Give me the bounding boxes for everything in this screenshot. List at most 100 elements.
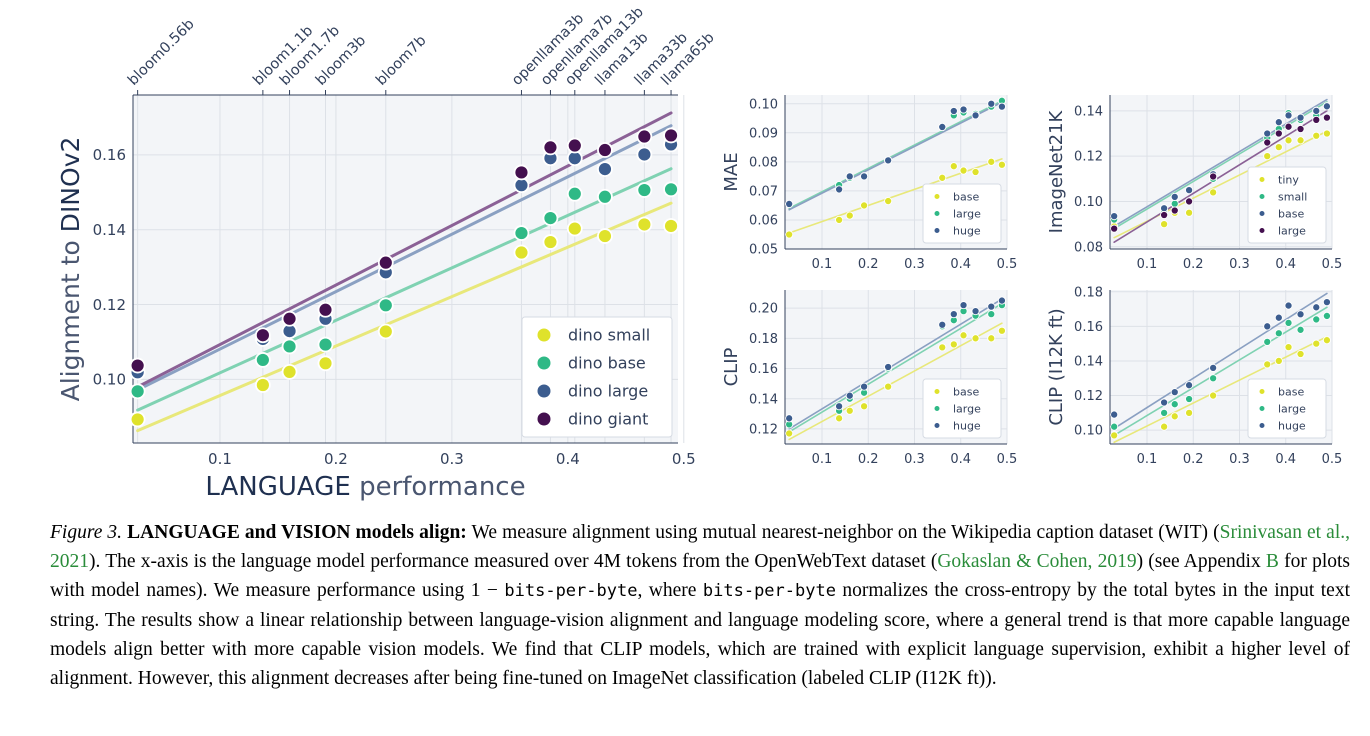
data-point-base	[1312, 339, 1321, 348]
data-point-huge	[1312, 303, 1321, 312]
data-point-huge	[997, 296, 1006, 305]
legend-marker	[1258, 193, 1266, 200]
data-point-tiny	[1274, 143, 1283, 152]
y-tick-label: 0.14	[93, 221, 126, 239]
data-point-large	[1170, 400, 1179, 409]
data-point-large	[1284, 318, 1293, 327]
citation-link[interactable]: Gokaslan & Cohen,	[937, 551, 1093, 572]
data-point-large	[1274, 329, 1283, 338]
x-tick-label: 0.4	[950, 257, 971, 272]
data-point-huge	[987, 302, 996, 311]
x-tick-label: 0.3	[440, 450, 464, 468]
legend-label: huge	[953, 419, 981, 432]
x-tick-label: 0.5	[1322, 257, 1343, 272]
legend-marker	[536, 355, 552, 371]
data-point-huge	[835, 402, 844, 411]
x-tick-label: 0.3	[904, 452, 925, 467]
data-point-large	[1110, 422, 1119, 431]
y-tick-label: 0.10	[1074, 424, 1103, 439]
caption-text: ) (see Appendix	[1136, 551, 1266, 572]
data-point-dino-giant	[566, 137, 583, 154]
top-axis-model-label: bloom0.56b	[125, 16, 198, 89]
legend-label: huge	[1278, 419, 1306, 432]
y-tick-label: 0.16	[1074, 320, 1103, 335]
x-tick-label: 0.3	[1229, 257, 1250, 272]
data-point-dino-small	[281, 364, 298, 380]
data-point-dino-base	[542, 210, 559, 227]
data-point-base	[1274, 356, 1283, 365]
data-point-tiny	[1263, 152, 1272, 161]
data-point-tiny	[1185, 208, 1194, 217]
x-axis-title-strong: LANGUAGE	[205, 472, 350, 502]
figure-label: Figure 3.	[50, 522, 123, 543]
legend-box	[922, 183, 1002, 244]
top-axis-model-label: bloom7b	[373, 33, 429, 89]
x-tick-label: 0.3	[1229, 452, 1250, 467]
legend-label: base	[1278, 207, 1304, 220]
x-tick-label: 0.2	[858, 257, 879, 272]
data-point-huge	[1185, 381, 1194, 390]
legend-box	[521, 316, 673, 438]
legend: base large huge	[1247, 378, 1327, 439]
data-point-dino-large	[636, 146, 653, 163]
data-point-base	[1274, 118, 1283, 127]
data-point-huge	[1160, 398, 1169, 407]
data-point-large	[1110, 224, 1119, 233]
data-point-huge	[785, 199, 794, 209]
legend-label: dino large	[568, 382, 648, 401]
data-point-base	[959, 331, 968, 340]
legend-label: base	[953, 190, 979, 203]
trendline-dino-large	[136, 124, 673, 392]
legend-label: tiny	[1278, 173, 1299, 186]
data-point-tiny	[1160, 220, 1169, 229]
data-point-base	[997, 160, 1006, 169]
data-point-large	[1209, 374, 1218, 383]
data-point-large	[1284, 122, 1293, 131]
y-tick-label: 0.10	[93, 371, 126, 389]
data-point-dino-small	[254, 377, 271, 393]
data-point-base	[949, 340, 958, 349]
y-tick-label: 0.16	[749, 362, 778, 377]
data-point-huge	[1296, 310, 1305, 319]
data-point-base	[997, 326, 1006, 335]
x-tick-label: 0.3	[904, 257, 925, 272]
data-point-dino-base	[566, 185, 583, 202]
data-point-huge	[1170, 388, 1179, 397]
citation-link[interactable]: Srinivasan et al.,	[1219, 522, 1351, 543]
trendline-base	[1113, 98, 1328, 228]
data-point-dino-base	[281, 338, 298, 355]
figure-caption: Figure 3. LANGUAGE and VISION models ali…	[50, 518, 1350, 693]
data-point-base	[785, 230, 794, 239]
y-tick-label: 0.08	[1074, 240, 1103, 255]
data-point-dino-base	[317, 336, 334, 353]
data-point-large	[1160, 408, 1169, 417]
data-point-dino-small	[636, 216, 653, 233]
data-point-dino-giant	[281, 310, 298, 327]
y-tick-label: 0.08	[749, 155, 778, 170]
appendix-link[interactable]: B	[1265, 551, 1279, 572]
data-point-dino-small	[129, 411, 146, 428]
data-point-base	[860, 402, 869, 411]
data-point-base	[845, 406, 854, 415]
citation-year-link[interactable]: 2019	[1097, 551, 1137, 572]
caption-text: ). The x-axis is the language model perf…	[89, 551, 938, 572]
legend: dino small dino base dino large dino giant	[521, 316, 673, 438]
data-point-base	[1110, 431, 1119, 440]
x-tick-label: 0.2	[1183, 452, 1204, 467]
trendline-base	[788, 322, 1003, 441]
x-tick-label: 0.4	[950, 452, 971, 467]
data-point-large	[1263, 337, 1272, 346]
y-tick-label: 0.07	[749, 184, 778, 199]
data-point-base	[987, 157, 996, 166]
data-point-base	[845, 211, 854, 220]
data-point-base	[987, 334, 996, 343]
legend-label: large	[953, 402, 981, 415]
data-point-large	[1185, 197, 1194, 206]
citation-year-link[interactable]: 2021	[50, 551, 89, 572]
data-point-huge	[884, 362, 893, 372]
x-tick-label: 0.4	[1275, 257, 1296, 272]
data-point-base	[938, 173, 947, 182]
data-point-large	[1274, 129, 1283, 138]
data-point-dino-base	[636, 182, 653, 198]
data-point-base	[1185, 186, 1194, 195]
